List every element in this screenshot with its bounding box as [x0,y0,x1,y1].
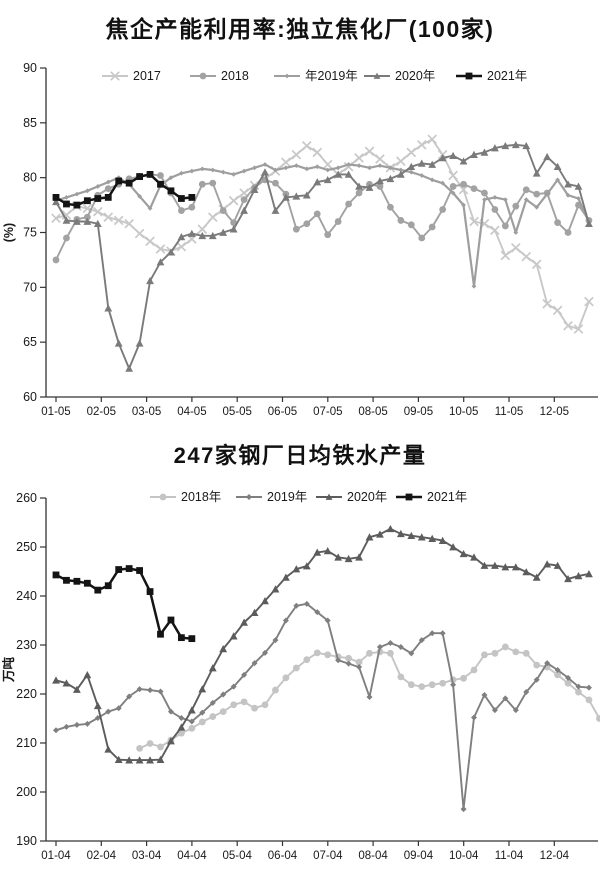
svg-text:10-05: 10-05 [449,406,478,418]
svg-text:250: 250 [16,540,37,554]
bottom-chart-plot: 260 250 240 230 220 210 200 190 万吨 01-04 02-04 03-0… [1,490,600,862]
legend-item-2020年: 2020年 [364,69,435,83]
svg-text:06-05: 06-05 [268,406,297,418]
series-年2019年 [53,162,592,289]
series-2021年 [52,565,196,643]
legend-item-2021年: 2021年 [396,490,467,504]
svg-text:220: 220 [16,687,37,701]
svg-text:08-04: 08-04 [358,850,388,862]
series-2020年 [52,140,593,372]
svg-text:80: 80 [23,171,37,185]
svg-text:02-04: 02-04 [87,850,117,862]
svg-text:12-04: 12-04 [540,850,570,862]
legend-item-2021年: 2021年 [456,69,527,83]
svg-text:65: 65 [23,335,37,349]
svg-text:04-04: 04-04 [177,850,207,862]
legend-item-2018: 2018 [190,69,249,83]
legend-item-2017: 2017 [102,69,161,83]
x-axis: 01-04 02-04 03-04 04-04 05-04 06-04 07-04 08-04… [41,840,598,862]
svg-text:240: 240 [16,589,37,603]
svg-text:01-04: 01-04 [41,850,71,862]
svg-text:70: 70 [23,280,37,294]
svg-text:85: 85 [23,116,37,130]
legend: 2018年 2019年 2020年 2021年 [150,490,467,504]
svg-text:2021年: 2021年 [427,490,467,504]
svg-text:90: 90 [23,61,37,75]
series-2020年 [52,524,593,764]
svg-text:09-05: 09-05 [404,406,433,418]
svg-text:2019年: 2019年 [267,490,307,504]
svg-text:09-04: 09-04 [404,850,434,862]
svg-text:11-05: 11-05 [495,406,524,418]
series-2017 [51,134,594,334]
svg-text:08-05: 08-05 [358,406,387,418]
svg-text:2018年: 2018年 [181,490,221,504]
y-axis-label: 万吨 [1,657,16,684]
legend-item-2019年: 2019年 [236,490,307,504]
top-chart-plot: 90 85 80 75 70 65 60 (%) 01-05 02-05 03-05 04-05 05-… [2,61,598,418]
series-2021年 [52,170,196,209]
y-axis-label: (%) [2,223,16,242]
svg-text:10-04: 10-04 [449,850,479,862]
svg-text:2017: 2017 [133,69,161,83]
series-2018年 [136,643,600,752]
legend: 2017 2018 年2019年 2020年 2021年 [102,69,527,83]
svg-text:190: 190 [16,834,37,848]
series-2019年 [53,600,592,813]
legend-item-2020年: 2020年 [316,490,387,504]
svg-text:03-05: 03-05 [132,406,161,418]
svg-text:60: 60 [23,390,37,404]
top-chart-title: 焦企产能利用率:独立焦化厂(100家) [105,16,495,42]
svg-text:200: 200 [16,785,37,799]
legend-item-年2019年: 年2019年 [274,69,358,83]
svg-text:04-05: 04-05 [177,406,206,418]
legend-item-2018年: 2018年 [150,490,221,504]
bottom-chart-title: 247家钢厂日均铁水产量 [173,443,427,468]
svg-text:05-05: 05-05 [222,406,251,418]
svg-text:11-04: 11-04 [495,850,524,862]
svg-text:05-04: 05-04 [222,850,252,862]
svg-text:210: 210 [16,736,37,750]
svg-text:01-05: 01-05 [41,406,70,418]
svg-text:年2019年: 年2019年 [305,69,358,83]
x-axis: 01-05 02-05 03-05 04-05 05-05 06-05 07-05 08-05… [41,396,598,418]
svg-text:07-05: 07-05 [313,406,342,418]
y-axis: 90 85 80 75 70 65 60 (%) [2,61,47,404]
svg-text:2021年: 2021年 [487,69,527,83]
svg-text:75: 75 [23,226,37,240]
svg-text:230: 230 [16,638,37,652]
y-axis: 260 250 240 230 220 210 200 190 万吨 [1,491,47,848]
svg-text:2020年: 2020年 [347,490,387,504]
svg-text:03-04: 03-04 [132,850,162,862]
svg-text:02-05: 02-05 [87,406,116,418]
svg-text:260: 260 [16,491,37,505]
svg-text:2020年: 2020年 [395,69,435,83]
svg-text:06-04: 06-04 [268,850,298,862]
svg-text:07-04: 07-04 [313,850,343,862]
svg-text:12-05: 12-05 [540,406,569,418]
svg-text:2018: 2018 [221,69,249,83]
